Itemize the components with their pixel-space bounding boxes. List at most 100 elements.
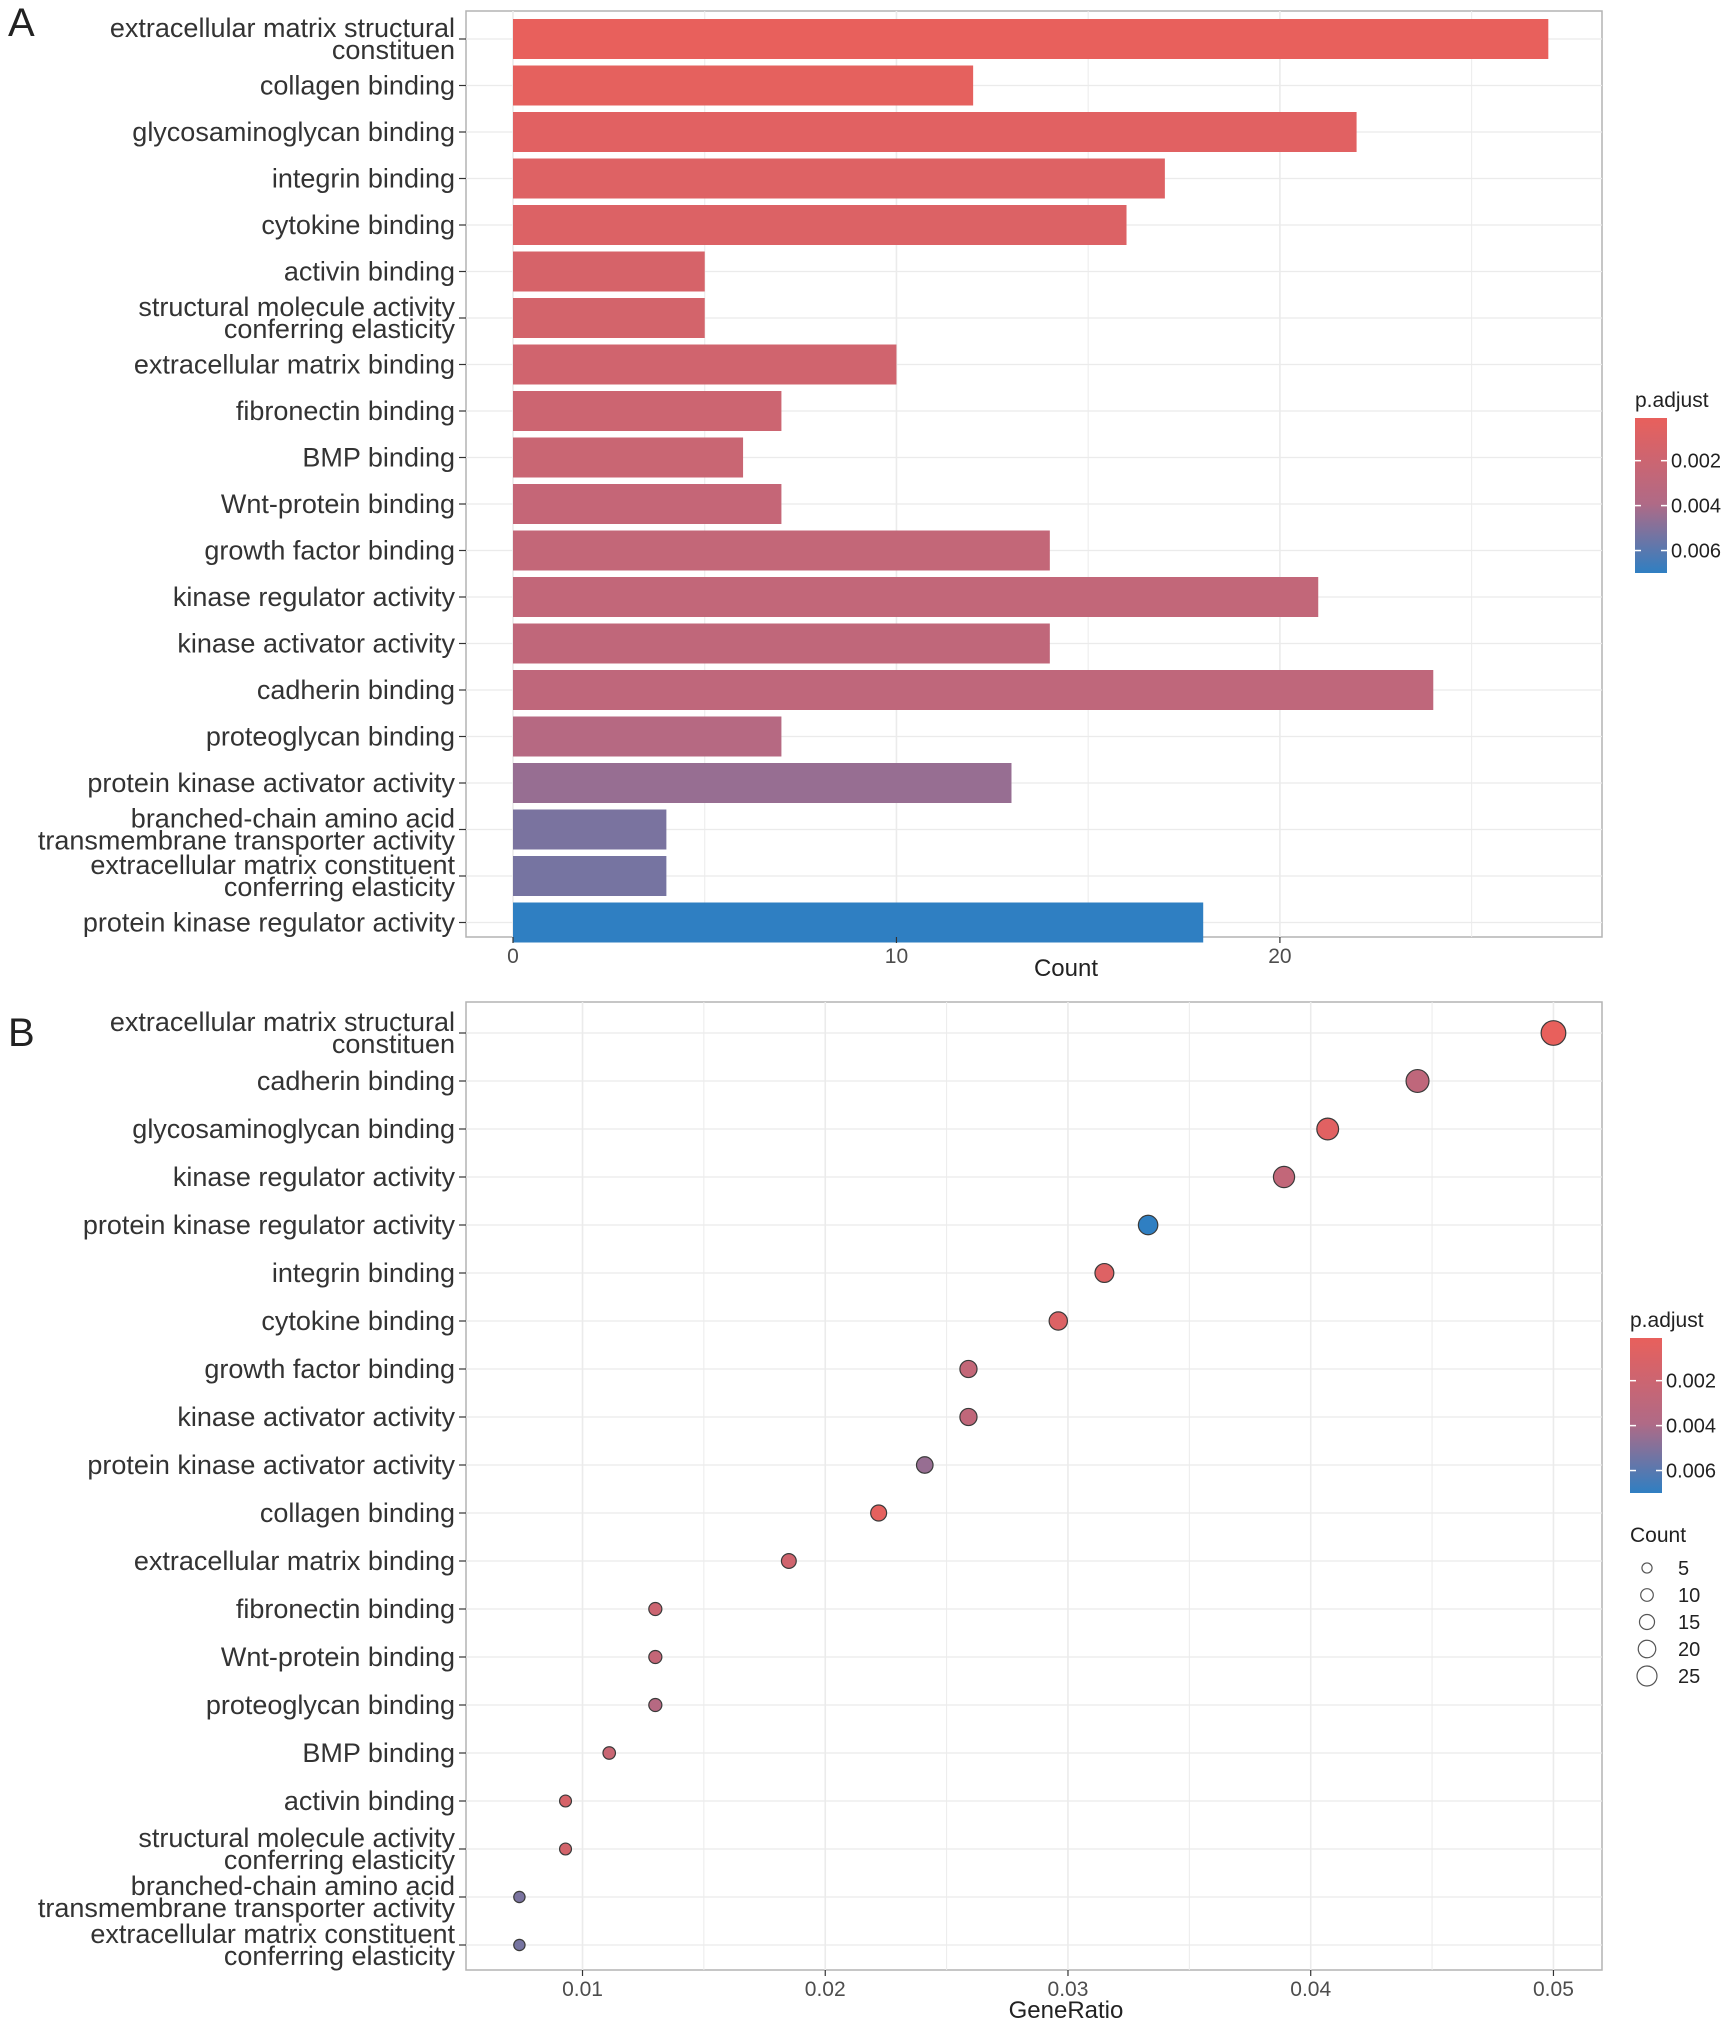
y-axis-label: extracellular matrix structural constitue… (110, 13, 455, 65)
x-tick-label: 20 (1268, 945, 1291, 968)
legend-colorbar-a (1635, 418, 1667, 573)
y-axis-label: extracellular matrix binding (134, 350, 455, 380)
x-axis-ticks-b: 0.01 0.02 0.03 0.04 0.05 (562, 1970, 1574, 2001)
y-axis-label-line: proteoglycan binding (206, 722, 455, 752)
y-axis-label-line: cadherin binding (257, 1066, 455, 1096)
dot (558, 1794, 573, 1808)
bars-a (513, 19, 1549, 943)
dot (780, 1552, 797, 1569)
y-axis-label-line: extracellular matrix structural (110, 1007, 455, 1037)
y-axis-label-line: branched-chain amino acid (131, 804, 455, 834)
dot (1272, 1165, 1296, 1189)
y-axis-label: extracellular matrix constituent conferri… (90, 1919, 455, 1971)
y-axis-label: cytokine binding (261, 1306, 455, 1336)
y-axis-label-line: extracellular matrix structural (110, 13, 455, 43)
y-axis-label-line: growth factor binding (204, 1354, 455, 1384)
legend-p-adjust-a: p.adjust 0.002 0.004 0.006 (1635, 389, 1721, 573)
legend-count-title: Count (1630, 1524, 1686, 1547)
y-axis-label-line: kinase activator activity (177, 1402, 455, 1432)
y-axis-label: collagen binding (260, 1498, 455, 1528)
y-axis-label-line: kinase regulator activity (173, 1162, 456, 1192)
y-axis-label: protein kinase activator activity (87, 768, 455, 798)
y-axis-label-line: collagen binding (260, 1498, 455, 1528)
y-axis-label-line: conferring elasticity (224, 872, 456, 902)
y-axis-label-line: collagen binding (260, 71, 455, 101)
legend-size-circle (1636, 1665, 1658, 1687)
legend-size-circle (1640, 1588, 1654, 1602)
dot (648, 1649, 663, 1665)
dot (1048, 1311, 1069, 1331)
y-axis-label: collagen binding (260, 71, 455, 101)
y-axis-label: cytokine binding (261, 210, 455, 240)
legend-p-adjust-b: p.adjust 0.002 0.004 0.006 (1630, 1309, 1716, 1493)
legend-size-label: 15 (1678, 1612, 1700, 1634)
bar (513, 112, 1357, 152)
legend-title-a: p.adjust (1635, 389, 1709, 412)
y-axis-label-line: transmembrane transporter activity (38, 826, 456, 856)
legend-tick-label: 0.006 (1666, 1461, 1716, 1483)
bar (513, 577, 1319, 617)
y-axis-label-line: constituen (332, 1029, 455, 1059)
x-tick-label: 0.02 (805, 1978, 846, 2001)
y-axis-label-line: kinase regulator activity (173, 582, 456, 612)
y-axis-label: protein kinase activator activity (87, 1450, 455, 1480)
legend-colorbar-b (1630, 1338, 1662, 1493)
y-axis-label-line: conferring elasticity (224, 1941, 456, 1971)
bar (513, 484, 782, 524)
x-axis-title-a: Count (1034, 955, 1098, 982)
dot (602, 1746, 617, 1760)
y-axis-label-line: protein kinase regulator activity (83, 1210, 456, 1240)
y-axis-label-line: BMP binding (302, 443, 455, 473)
x-tick-label: 0.01 (562, 1978, 603, 2001)
y-axis-label-line: glycosaminoglycan binding (132, 1114, 455, 1144)
y-axis-label: fibronectin binding (236, 1594, 455, 1624)
grid-b (466, 1002, 1602, 1970)
bar (513, 809, 667, 850)
y-axis-label: growth factor binding (204, 1354, 455, 1384)
bar (513, 251, 705, 292)
y-axis-label: kinase regulator activity (173, 582, 456, 612)
legend-size-label: 25 (1678, 1666, 1700, 1688)
legend-size-circle (1641, 1562, 1653, 1574)
y-axis-label-line: activin binding (284, 1786, 455, 1816)
y-axis-label-line: extracellular matrix constituent (90, 1919, 455, 1949)
y-axis-label-line: structural molecule activity (138, 1823, 455, 1853)
x-axis-ticks-a: 0 10 20 (507, 937, 1292, 968)
y-axis-label: activin binding (284, 1786, 455, 1816)
dot (1094, 1262, 1115, 1284)
dot (915, 1456, 934, 1474)
dot (648, 1601, 663, 1617)
bar (513, 437, 744, 478)
dot (1540, 1020, 1567, 1046)
y-axis-label: kinase activator activity (177, 1402, 455, 1432)
y-axis-label: fibronectin binding (236, 396, 455, 426)
legend-tick-label: 0.002 (1666, 1371, 1716, 1393)
x-tick-label: 0 (507, 945, 519, 968)
x-tick-label: 10 (885, 945, 908, 968)
y-axis-label: extracellular matrix constituent conferri… (90, 850, 455, 902)
y-axis-labels-a: extracellular matrix structural constitue… (38, 13, 466, 938)
y-axis-label-line: transmembrane transporter activity (38, 1893, 456, 1923)
y-axis-label-line: cytokine binding (261, 1306, 455, 1336)
y-axis-label: integrin binding (272, 164, 455, 194)
legend-ticks-a: 0.002 0.004 0.006 (1635, 451, 1721, 563)
bar (513, 902, 1204, 943)
y-axis-label-line: Wnt-protein binding (221, 1642, 455, 1672)
dot (513, 1938, 526, 1952)
y-axis-label: glycosaminoglycan binding (132, 1114, 455, 1144)
y-axis-label-line: proteoglycan binding (206, 1690, 455, 1720)
y-axis-label-line: cytokine binding (261, 210, 455, 240)
dot (1316, 1117, 1340, 1141)
legend-title-b: p.adjust (1630, 1309, 1704, 1332)
legend-tick-label: 0.004 (1666, 1416, 1716, 1438)
legend-size-label: 10 (1678, 1585, 1700, 1607)
legend-ticks-b: 0.002 0.004 0.006 (1630, 1371, 1716, 1483)
y-axis-label-line: protein kinase regulator activity (83, 908, 456, 938)
y-axis-label: branched-chain amino acid transmembrane t… (38, 1871, 456, 1923)
y-axis-label: integrin binding (272, 1258, 455, 1288)
y-axis-label-line: constituen (332, 35, 455, 65)
x-tick-label: 0.03 (1048, 1978, 1089, 2001)
y-axis-label-line: extracellular matrix binding (134, 1546, 455, 1576)
y-axis-label: BMP binding (302, 443, 455, 473)
y-axis-label: extracellular matrix structural constitue… (110, 1007, 455, 1059)
